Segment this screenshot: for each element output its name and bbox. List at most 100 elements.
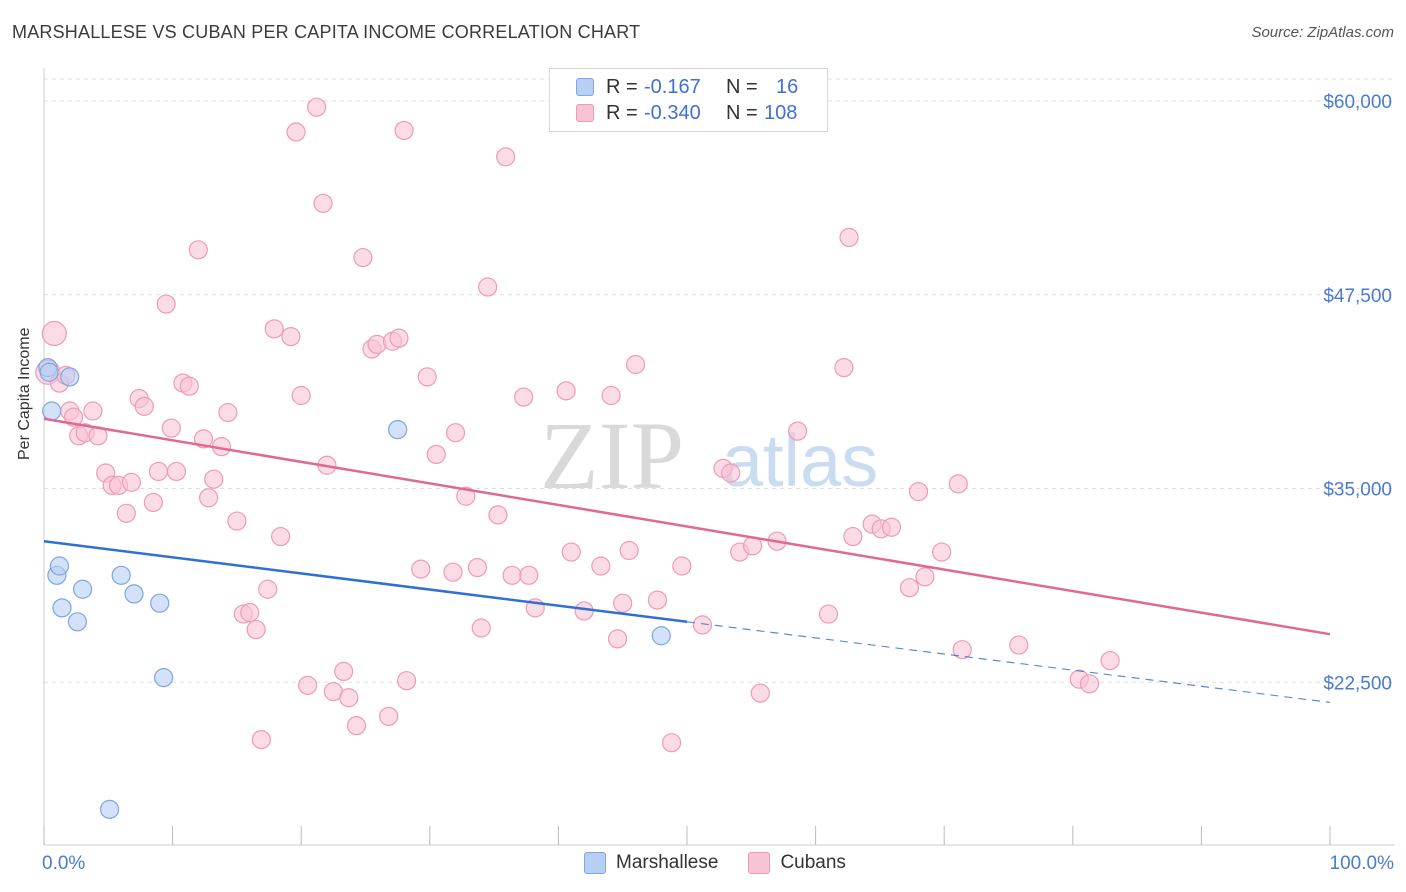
- cubans-point: [952, 640, 972, 660]
- cubans-point: [613, 593, 633, 613]
- cubans-point: [672, 556, 692, 576]
- legend-label-cubans: Cubans: [780, 852, 846, 873]
- cubans-point: [443, 562, 463, 582]
- cubans-point: [948, 474, 968, 494]
- cubans-point: [134, 396, 154, 416]
- cubans-point: [339, 688, 359, 708]
- chart-title: MARSHALLESE VS CUBAN PER CAPITA INCOME C…: [12, 22, 641, 42]
- cubans-point: [619, 540, 639, 561]
- data-points: [35, 97, 1120, 819]
- legend-swatch-cubans: [748, 852, 771, 874]
- marshallese-trendline: [43, 539, 688, 624]
- marshallese-point: [651, 626, 671, 646]
- cubans-point: [411, 559, 431, 579]
- legend-swatch-marshallese: [576, 78, 594, 96]
- cubans-point: [834, 358, 854, 378]
- marshallese-point: [111, 565, 131, 585]
- cubans-point: [502, 565, 522, 585]
- n-label: N =: [726, 101, 758, 124]
- legend-item-marshallese: Marshallese: [584, 852, 718, 874]
- cubans-point: [1009, 635, 1029, 655]
- y-axis-label: Per Capita Income: [16, 327, 33, 460]
- cubans-point: [647, 590, 668, 610]
- cubans-point: [899, 578, 920, 598]
- legend-row-marshallese: R = -0.167 N = 16: [576, 75, 798, 99]
- cubans-point: [291, 385, 311, 406]
- y-tick-label: $60,000: [1323, 92, 1392, 113]
- n-value: 16: [776, 75, 799, 98]
- cubans-point: [839, 227, 859, 247]
- cubans-point: [692, 615, 713, 635]
- marshallese-point: [99, 799, 120, 819]
- cubans-point: [143, 492, 163, 513]
- cubans-point: [218, 402, 238, 423]
- marshallese-point: [39, 362, 59, 382]
- cubans-point: [787, 421, 808, 441]
- cubans-point: [121, 472, 142, 492]
- legend-swatch-marshallese: [584, 852, 606, 874]
- cubans-point: [41, 320, 67, 347]
- cubans-point: [496, 147, 516, 167]
- cubans-point: [166, 461, 187, 482]
- x-tick-label: 0.0%: [42, 853, 85, 874]
- cubans-point: [471, 618, 491, 638]
- y-tick-label: $22,500: [1323, 673, 1392, 694]
- marshallese-point: [60, 367, 80, 387]
- r-label: R =: [606, 75, 638, 98]
- n-value: 108: [764, 101, 798, 124]
- marshallese-point: [42, 401, 62, 421]
- cubans-point: [488, 505, 508, 525]
- cubans-point: [199, 488, 219, 508]
- n-label: N =: [726, 75, 758, 98]
- cubans-point: [417, 367, 437, 387]
- cubans-trendline: [43, 417, 1331, 636]
- legend-label-marshallese: Marshallese: [616, 852, 719, 873]
- cubans-point: [346, 716, 367, 736]
- cubans-point: [601, 385, 621, 406]
- cubans-point: [389, 328, 409, 348]
- cubans-point: [561, 542, 581, 562]
- watermark-zip: ZIP: [540, 402, 684, 509]
- cubans-point: [83, 401, 103, 421]
- source-label: Source: ZipAtlas.com: [1251, 24, 1394, 41]
- cubans-point: [1100, 650, 1120, 671]
- cubans-point: [519, 565, 539, 585]
- cubans-point: [307, 97, 327, 117]
- cubans-point: [750, 683, 770, 703]
- axes: [43, 68, 1395, 846]
- cubans-point: [179, 376, 199, 396]
- cubans-point: [246, 619, 266, 640]
- marshallese-point: [388, 420, 408, 440]
- cubans-point: [161, 418, 181, 438]
- cubans-point: [367, 334, 387, 354]
- cubans-point: [193, 429, 214, 449]
- cubans-point: [313, 193, 333, 213]
- watermark: ZIP atlas: [540, 402, 878, 509]
- cubans-point: [1079, 674, 1100, 694]
- cubans-point: [721, 463, 741, 483]
- y-tick-label: $47,500: [1323, 286, 1392, 307]
- cubans-point: [625, 354, 646, 375]
- cubans-point: [445, 423, 466, 443]
- cubans-point: [281, 327, 301, 347]
- cubans-point: [843, 526, 863, 547]
- tick-labels: $22,500 $35,000 $47,500 $60,000 0.0% 100.0%: [42, 92, 1394, 874]
- cubans-point: [264, 319, 284, 339]
- cubans-point: [156, 294, 176, 314]
- cubans-point: [334, 661, 354, 682]
- cubans-point: [116, 503, 136, 523]
- marshallese-point: [124, 584, 144, 604]
- trendlines: [43, 417, 1331, 703]
- x-tick-label: 100.0%: [1330, 853, 1395, 874]
- cubans-point: [908, 482, 929, 502]
- cubans-point: [353, 247, 373, 268]
- legend-item-cubans: Cubans: [748, 852, 846, 874]
- cubans-point: [298, 675, 318, 695]
- cubans-point: [591, 556, 611, 576]
- cubans-point: [251, 729, 271, 750]
- cubans-point: [661, 733, 682, 753]
- cubans-point: [379, 706, 399, 726]
- cubans-point: [397, 671, 417, 691]
- cubans-point: [514, 387, 534, 407]
